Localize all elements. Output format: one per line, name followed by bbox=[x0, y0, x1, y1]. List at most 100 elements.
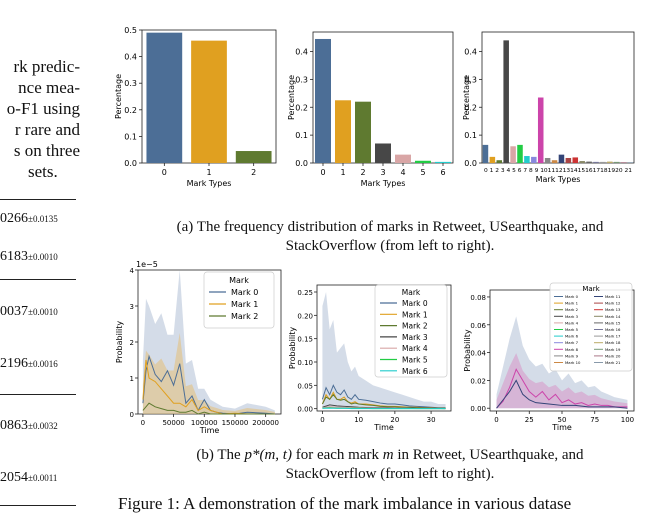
y-tick-label: 0.10 bbox=[297, 359, 313, 367]
x-tick-label: 10 bbox=[354, 416, 363, 424]
bar bbox=[593, 162, 599, 163]
table-value: 2196±0.0016 bbox=[0, 356, 58, 372]
legend-label: Mark 2 bbox=[402, 322, 428, 331]
legend-label: Mark 12 bbox=[605, 301, 621, 306]
table-rule bbox=[0, 279, 76, 280]
bar bbox=[355, 102, 371, 163]
body-line: sets. bbox=[0, 161, 80, 182]
caption-b-line2: StackOverflow (from left to right). bbox=[130, 465, 650, 484]
axis-scale-label: 1e−5 bbox=[136, 260, 158, 269]
x-tick-label: 2 bbox=[251, 168, 256, 177]
y-axis-label: Probability bbox=[463, 329, 472, 372]
legend-label: Mark 16 bbox=[605, 327, 621, 332]
y-tick-label: 0.15 bbox=[297, 336, 313, 344]
x-tick-label: 0 bbox=[320, 168, 325, 177]
x-tick-label: 2 bbox=[360, 168, 365, 177]
bar bbox=[607, 162, 613, 163]
bar bbox=[545, 158, 551, 163]
legend-label: Mark 13 bbox=[605, 307, 621, 312]
y-tick-label: 0.25 bbox=[297, 289, 313, 297]
legend-label: Mark 1 bbox=[402, 310, 428, 319]
stackoverflow-mark-frequency-chart: 0 1 2 3 4 5 6 7 8 9 10111213141516171819… bbox=[460, 22, 640, 192]
bar bbox=[524, 156, 530, 163]
legend-label: Mark 11 bbox=[605, 294, 621, 299]
bar bbox=[315, 39, 331, 163]
y-tick-label: 0.04 bbox=[470, 350, 486, 358]
legend-label: Mark 4 bbox=[402, 344, 428, 353]
bar bbox=[510, 146, 516, 163]
bar bbox=[573, 157, 579, 163]
legend-title: Mark bbox=[402, 288, 421, 297]
y-tick-label: 0.00 bbox=[297, 406, 313, 414]
y-tick-label: 0.06 bbox=[470, 322, 486, 330]
legend-label: Mark 20 bbox=[605, 353, 621, 358]
legend-label: Mark 0 bbox=[565, 294, 579, 299]
y-axis-label: Percentage bbox=[462, 75, 471, 120]
x-tick-label: 150000 bbox=[222, 419, 249, 427]
y-tick-label: 0 bbox=[130, 411, 134, 419]
y-tick-label: 0.5 bbox=[124, 26, 137, 35]
y-axis-label: Percentage bbox=[114, 74, 123, 119]
legend-label: Mark 1 bbox=[231, 300, 258, 309]
y-tick-label: 0.2 bbox=[295, 103, 308, 112]
x-tick-label: 30 bbox=[427, 416, 436, 424]
bar bbox=[538, 98, 544, 164]
bar bbox=[579, 161, 585, 163]
bar bbox=[435, 162, 451, 163]
caption-b-line1: (b) The p*(m, t) for each mark m in Retw… bbox=[130, 446, 650, 465]
body-line: o-F1 using bbox=[0, 98, 80, 119]
legend-label: Mark 21 bbox=[605, 360, 621, 365]
caption-b: (b) The p*(m, t) for each mark m in Retw… bbox=[130, 446, 650, 484]
bar bbox=[600, 162, 606, 163]
legend-label: Mark 5 bbox=[565, 327, 579, 332]
bar bbox=[586, 162, 592, 163]
table-rule bbox=[0, 394, 76, 395]
body-line: nce mea- bbox=[0, 77, 80, 98]
x-axis-label: Time bbox=[551, 423, 572, 432]
bar bbox=[614, 162, 620, 163]
table-value: 2054±0.0011 bbox=[0, 470, 57, 486]
legend-label: Mark 9 bbox=[565, 353, 579, 358]
body-line: r rare and bbox=[0, 119, 80, 140]
x-tick-label: 1 bbox=[206, 168, 211, 177]
table-value: 0266±0.0135 bbox=[0, 211, 58, 227]
table-value: 6183±0.0010 bbox=[0, 249, 58, 265]
y-tick-label: 1 bbox=[130, 375, 134, 383]
x-tick-label: 6 bbox=[440, 168, 445, 177]
bar bbox=[490, 157, 496, 163]
legend-label: Mark 8 bbox=[565, 347, 579, 352]
x-tick-labels: 0 1 2 3 4 5 6 7 8 9 10111213141516171819… bbox=[484, 168, 632, 174]
x-axis-label: Time bbox=[373, 423, 394, 432]
plot-frame bbox=[313, 32, 453, 163]
legend-label: Mark 3 bbox=[402, 333, 428, 342]
y-tick-label: 0.08 bbox=[470, 294, 486, 302]
bar bbox=[375, 143, 391, 163]
bar bbox=[566, 158, 572, 163]
y-tick-label: 4 bbox=[130, 267, 135, 275]
bar bbox=[531, 157, 537, 163]
y-axis-label: Percentage bbox=[287, 75, 296, 120]
x-tick-label: 4 bbox=[400, 168, 405, 177]
y-tick-label: 0.0 bbox=[295, 159, 308, 168]
table-value: 0863±0.0032 bbox=[0, 418, 58, 434]
bar bbox=[236, 151, 272, 163]
legend-label: Mark 15 bbox=[605, 320, 621, 325]
legend-label: Mark 3 bbox=[565, 314, 579, 319]
y-tick-label: 0.20 bbox=[297, 312, 313, 320]
legend-label: Mark 7 bbox=[565, 340, 579, 345]
x-tick-label: 0 bbox=[162, 168, 167, 177]
y-tick-label: 0.02 bbox=[470, 377, 486, 385]
legend-label: Mark 10 bbox=[565, 360, 581, 365]
legend-label: Mark 19 bbox=[605, 347, 621, 352]
bar bbox=[517, 145, 523, 163]
legend-label: Mark 6 bbox=[402, 367, 428, 376]
x-tick-label: 50000 bbox=[162, 419, 184, 427]
x-axis-label: Mark Types bbox=[187, 179, 232, 188]
table-rule bbox=[0, 505, 76, 506]
legend-label: Mark 17 bbox=[605, 334, 621, 339]
y-tick-label: 2 bbox=[130, 339, 134, 347]
